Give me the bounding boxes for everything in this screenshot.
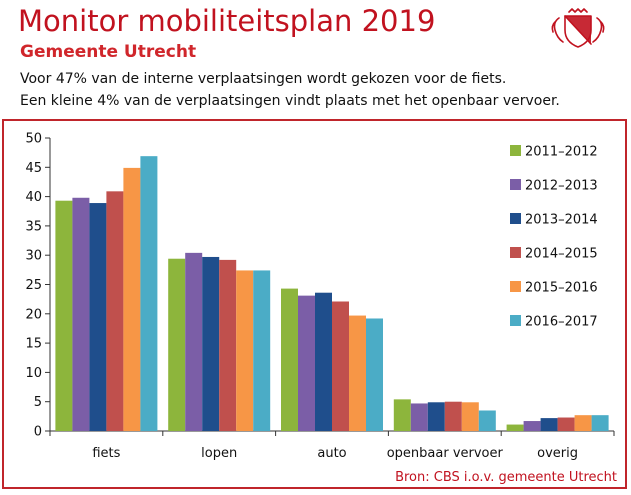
chart-legend: 2011–2012 2012–2013 2013–2014 2014–2015 2015… [510, 145, 598, 330]
bar-fiets-series-4 [106, 191, 124, 431]
legend-swatch [510, 315, 521, 326]
chart-bars [55, 156, 609, 432]
bar-auto-series-2 [298, 295, 315, 431]
y-tick-label: 50 [25, 132, 42, 147]
legend-label: 2015–2016 [525, 281, 598, 296]
legend-swatch [510, 145, 521, 156]
bar-overig-series-2 [523, 421, 541, 431]
utrecht-coat-of-arms-icon [551, 8, 605, 48]
bar-lopen-series-1 [168, 258, 186, 431]
legend-swatch [510, 247, 521, 258]
page-title: Monitor mobiliteitsplan 2019 [18, 4, 436, 38]
x-category-label: overig [537, 446, 578, 461]
chart-frame [2, 119, 627, 489]
y-tick-label: 45 [25, 161, 42, 176]
y-tick-label: 35 [25, 219, 42, 234]
bar-lopen-series-4 [219, 259, 237, 431]
bar-openbaar-vervoer-series-4 [444, 401, 462, 431]
bar-openbaar-vervoer-series-5 [461, 402, 479, 431]
bar-auto-series-5 [349, 315, 366, 431]
x-category-label: lopen [201, 446, 237, 461]
bar-fiets-series-2 [72, 197, 90, 431]
y-tick-label: 15 [25, 337, 42, 352]
legend-label: 2013–2014 [525, 213, 598, 228]
bar-auto-series-1 [281, 288, 298, 431]
legend-swatch [510, 213, 521, 224]
source-note: Bron: CBS i.o.v. gemeente Utrecht [395, 470, 617, 485]
bar-fiets-series-1 [55, 200, 73, 431]
bar-overig-series-1 [506, 424, 524, 431]
bar-lopen-series-2 [185, 252, 203, 431]
bar-overig-series-6 [591, 415, 609, 431]
bar-overig-series-3 [540, 418, 558, 431]
legend-label: 2014–2015 [525, 247, 598, 262]
bar-lopen-series-3 [202, 256, 220, 431]
bar-overig-series-5 [574, 415, 592, 431]
y-tick-label: 30 [25, 249, 42, 264]
x-category-label: openbaar vervoer [387, 446, 504, 461]
bar-fiets-series-5 [123, 167, 141, 432]
bar-fiets-series-6 [140, 156, 158, 431]
bar-openbaar-vervoer-series-3 [427, 402, 445, 431]
legend-label: 2016–2017 [525, 315, 598, 330]
bar-auto-series-6 [366, 318, 383, 431]
legend-swatch [510, 281, 521, 292]
y-tick-label: 20 [25, 307, 42, 322]
bar-openbaar-vervoer-series-2 [410, 403, 428, 431]
description-line-1: Voor 47% van de interne verplaatsingen w… [20, 71, 507, 87]
bar-fiets-series-3 [89, 203, 107, 431]
y-tick-label: 25 [25, 278, 42, 293]
page-subtitle: Gemeente Utrecht [20, 42, 197, 62]
bar-lopen-series-5 [236, 270, 254, 431]
y-tick-label: 0 [34, 425, 42, 440]
x-category-label: fiets [92, 446, 120, 461]
x-category-label: auto [317, 446, 346, 461]
bar-lopen-series-6 [253, 270, 271, 431]
description-line-2: Een kleine 4% van de verplaatsingen vind… [20, 93, 560, 109]
y-tick-label: 5 [34, 395, 42, 410]
bar-openbaar-vervoer-series-6 [478, 410, 496, 431]
bar-openbaar-vervoer-series-1 [393, 399, 411, 431]
bar-auto-series-4 [332, 301, 349, 431]
legend-label: 2012–2013 [525, 179, 598, 194]
y-tick-label: 10 [25, 366, 42, 381]
bar-auto-series-3 [315, 292, 332, 431]
y-tick-label: 40 [25, 190, 42, 205]
bar-overig-series-4 [557, 417, 575, 431]
legend-swatch [510, 179, 521, 190]
legend-label: 2011–2012 [525, 145, 598, 160]
